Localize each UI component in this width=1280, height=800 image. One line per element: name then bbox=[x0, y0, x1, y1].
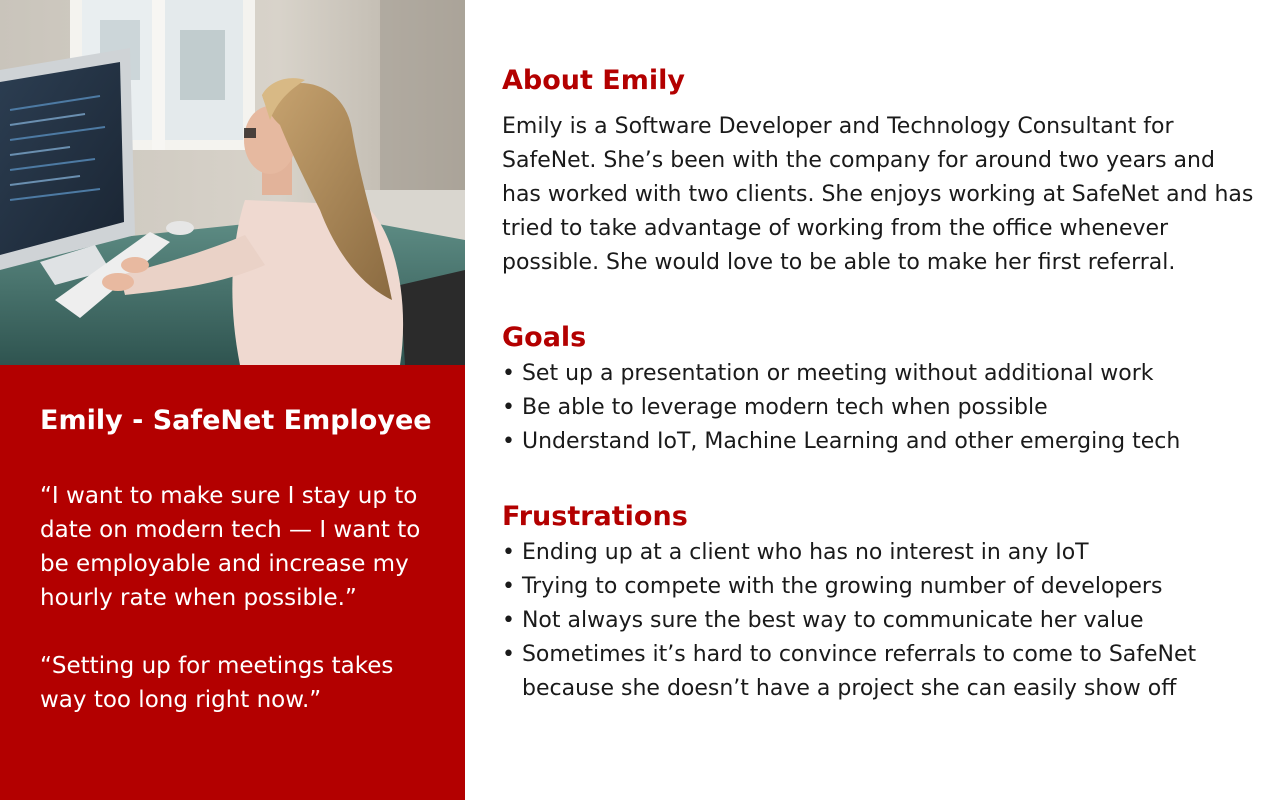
goal-item: • Understand IoT, Machine Learning and o… bbox=[502, 429, 1181, 454]
frustration-item: • Sometimes it’s hard to convince referr… bbox=[502, 642, 1197, 667]
persona-left-column: Emily - SafeNet Employee “I want to make… bbox=[0, 0, 465, 800]
about-text: Emily is a Software Developer and Techno… bbox=[502, 114, 1254, 275]
goal-item: • Set up a presentation or meeting witho… bbox=[502, 361, 1154, 386]
about-heading: About Emily bbox=[502, 65, 685, 96]
persona-quote: “Setting up for meetings takes way too l… bbox=[40, 653, 394, 713]
frustrations-list: • Ending up at a client who has no inter… bbox=[502, 536, 1262, 706]
frustration-item-continuation: because she doesn’t have a project she c… bbox=[522, 676, 1177, 701]
goal-item: • Be able to leverage modern tech when p… bbox=[502, 395, 1048, 420]
persona-details: About Emily Emily is a Software Develope… bbox=[502, 62, 1262, 706]
goals-heading: Goals bbox=[502, 322, 587, 353]
frustration-item: • Not always sure the best way to commun… bbox=[502, 608, 1144, 633]
goals-list: • Set up a presentation or meeting witho… bbox=[502, 357, 1262, 459]
persona-photo-illustration bbox=[0, 0, 465, 365]
persona-photo bbox=[0, 0, 465, 365]
persona-title: Emily - SafeNet Employee bbox=[40, 405, 432, 436]
frustrations-heading: Frustrations bbox=[502, 501, 688, 532]
frustration-item: • Trying to compete with the growing num… bbox=[502, 574, 1163, 599]
persona-quote: “I want to make sure I stay up to date o… bbox=[40, 483, 421, 611]
frustration-item: • Ending up at a client who has no inter… bbox=[502, 540, 1089, 565]
persona-quote-panel: Emily - SafeNet Employee “I want to make… bbox=[0, 365, 465, 800]
